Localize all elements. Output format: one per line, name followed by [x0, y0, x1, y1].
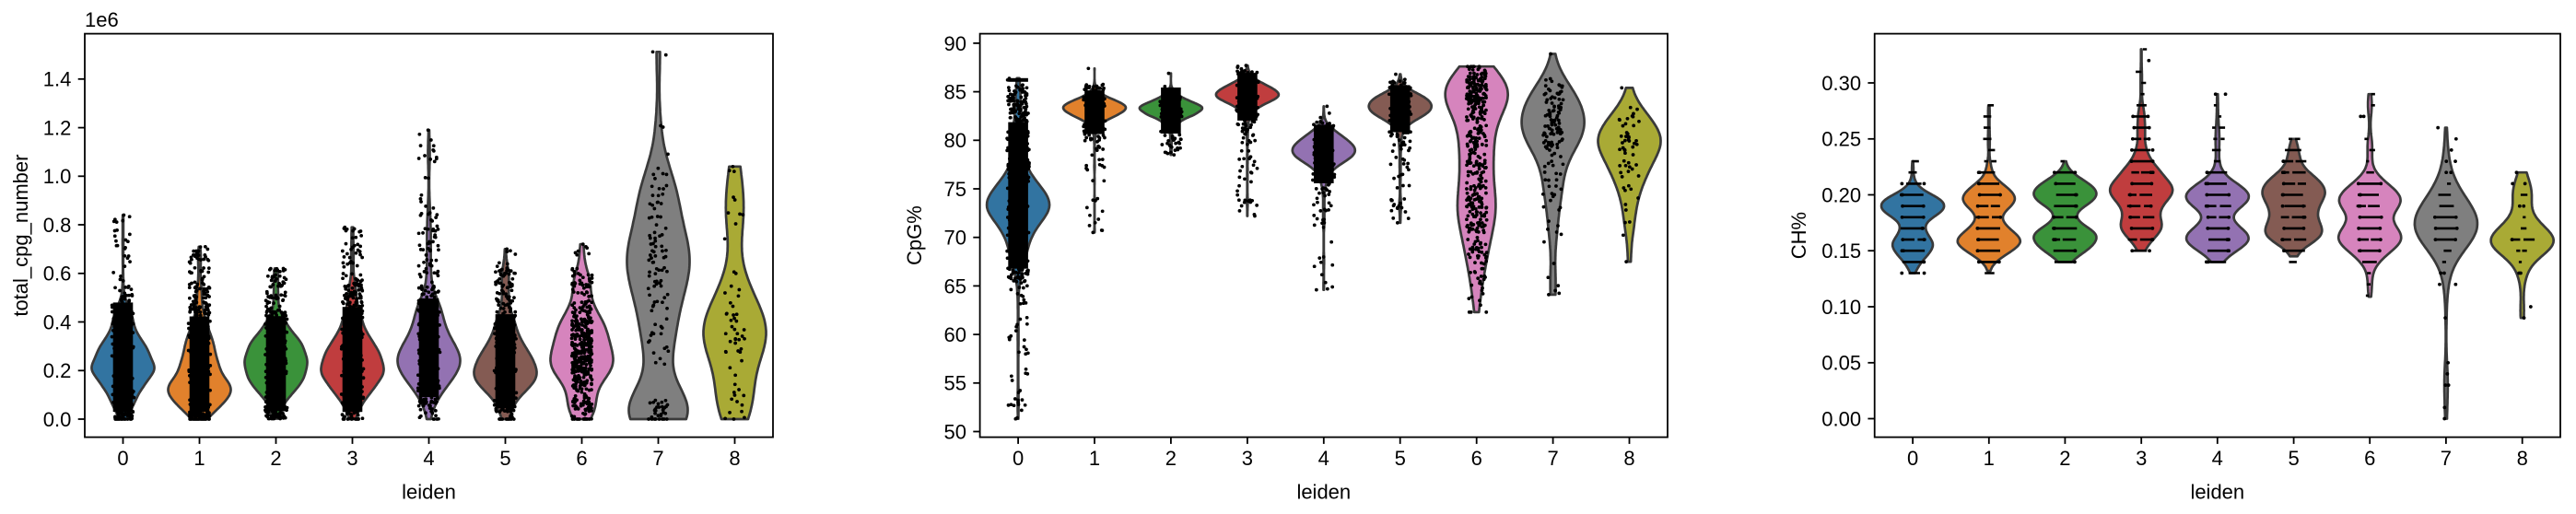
svg-text:1: 1 — [1984, 447, 1995, 470]
svg-text:0: 0 — [1907, 447, 1918, 470]
svg-text:7: 7 — [2441, 447, 2452, 470]
svg-text:3: 3 — [2136, 447, 2147, 470]
svg-text:7: 7 — [1547, 447, 1558, 470]
svg-text:0.30: 0.30 — [1821, 72, 1861, 95]
svg-text:8: 8 — [2517, 447, 2528, 470]
svg-text:0.10: 0.10 — [1821, 296, 1861, 319]
svg-text:6: 6 — [2364, 447, 2375, 470]
svg-text:2: 2 — [270, 447, 281, 470]
svg-text:90: 90 — [944, 32, 966, 55]
svg-text:1: 1 — [1089, 447, 1100, 470]
svg-text:0: 0 — [1013, 447, 1024, 470]
svg-text:0.8: 0.8 — [43, 214, 72, 237]
svg-text:80: 80 — [944, 129, 966, 152]
svg-text:2: 2 — [2059, 447, 2070, 470]
svg-text:8: 8 — [729, 447, 740, 470]
svg-text:6: 6 — [576, 447, 587, 470]
svg-text:50: 50 — [944, 420, 966, 443]
svg-text:1.4: 1.4 — [43, 68, 72, 91]
svg-text:4: 4 — [2212, 447, 2223, 470]
svg-text:75: 75 — [944, 178, 966, 201]
svg-text:0.00: 0.00 — [1821, 407, 1861, 430]
svg-text:0.0: 0.0 — [43, 408, 72, 431]
svg-text:3: 3 — [346, 447, 357, 470]
svg-text:0.4: 0.4 — [43, 310, 72, 333]
svg-text:1e6: 1e6 — [85, 8, 119, 31]
svg-text:0.15: 0.15 — [1821, 239, 1861, 263]
svg-text:7: 7 — [652, 447, 663, 470]
svg-text:8: 8 — [1623, 447, 1634, 470]
svg-text:0: 0 — [117, 447, 128, 470]
svg-text:0.25: 0.25 — [1821, 128, 1861, 151]
svg-text:60: 60 — [944, 323, 966, 346]
svg-text:CH%: CH% — [1787, 212, 1810, 259]
svg-text:leiden: leiden — [1296, 481, 1351, 504]
svg-text:6: 6 — [1471, 447, 1482, 470]
svg-text:0.2: 0.2 — [43, 359, 72, 382]
svg-text:CpG%: CpG% — [903, 205, 926, 265]
svg-text:0.20: 0.20 — [1821, 183, 1861, 206]
svg-text:leiden: leiden — [2190, 481, 2244, 504]
svg-text:85: 85 — [944, 81, 966, 104]
svg-text:65: 65 — [944, 275, 966, 298]
svg-text:1.2: 1.2 — [43, 117, 72, 140]
svg-text:4: 4 — [1318, 447, 1329, 470]
svg-text:3: 3 — [1242, 447, 1253, 470]
svg-text:70: 70 — [944, 227, 966, 250]
svg-text:5: 5 — [499, 447, 510, 470]
svg-text:0.6: 0.6 — [43, 263, 72, 286]
svg-text:4: 4 — [423, 447, 434, 470]
svg-text:5: 5 — [2288, 447, 2299, 470]
svg-text:leiden: leiden — [402, 481, 456, 504]
svg-text:1: 1 — [193, 447, 205, 470]
svg-text:1.0: 1.0 — [43, 165, 72, 188]
svg-text:5: 5 — [1395, 447, 1406, 470]
svg-text:0.05: 0.05 — [1821, 352, 1861, 375]
svg-text:55: 55 — [944, 372, 966, 395]
svg-text:2: 2 — [1165, 447, 1177, 470]
svg-text:total_cpg_number: total_cpg_number — [9, 155, 32, 317]
